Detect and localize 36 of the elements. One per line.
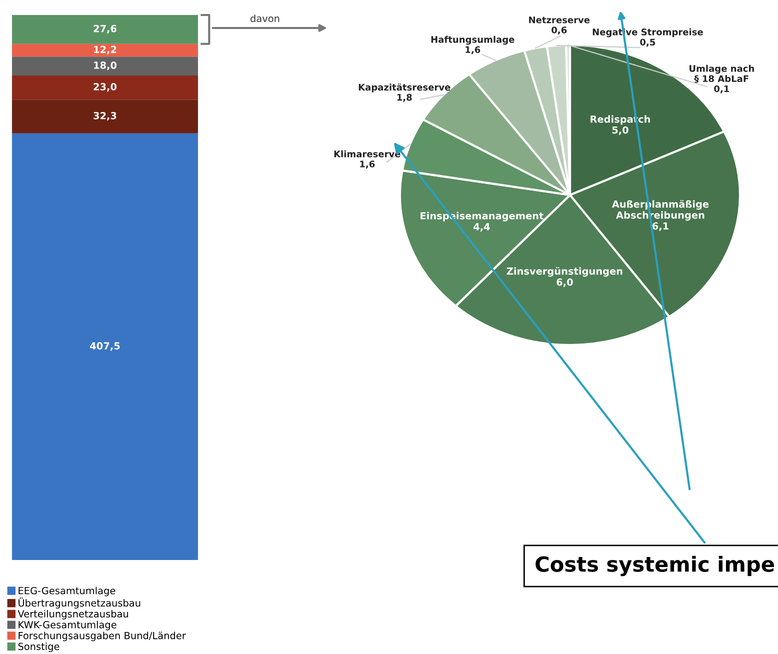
bar	[12, 15, 198, 44]
legend-label: Übertragungsnetzausbau	[18, 598, 140, 609]
data-label: 32,3	[94, 112, 116, 121]
data-label: 0,1	[714, 85, 730, 94]
data-label: 407,5	[90, 342, 120, 351]
data-label: 0,5	[640, 38, 656, 47]
data-label: 0,6	[552, 26, 567, 35]
slice-label: Haftungsumlage	[431, 36, 514, 45]
slice-label: Klimareserve	[334, 150, 400, 158]
text: Costs systemic impe	[536, 556, 774, 576]
slice-label: Netzreserve	[529, 16, 590, 24]
data-label: 1,6	[466, 46, 480, 54]
data-label: 4,4	[474, 223, 490, 232]
legend-label: Sonstige	[18, 642, 60, 652]
data-label: 1,6	[360, 160, 375, 169]
legend-label: KWK-Gesamtumlage	[18, 620, 116, 630]
data-label: 5,0	[612, 126, 628, 135]
legend-label: Forschungsausgaben Bund/Länder	[18, 632, 186, 642]
data-label: 12,2	[94, 46, 116, 54]
legend-label: Verteilungsnetzausbau	[18, 610, 128, 620]
bar	[12, 100, 198, 134]
bar	[12, 56, 198, 76]
data-label: 6,1	[652, 222, 668, 231]
data-label: 6,0	[556, 278, 573, 287]
data-label: 23,0	[94, 83, 117, 92]
data-label: 18,0	[94, 62, 117, 70]
bar	[12, 133, 198, 560]
legend-label: EEG-Gesamtumlage	[18, 586, 116, 596]
bar	[12, 44, 198, 57]
slice-label: Kapazitätsreserve	[358, 84, 450, 92]
data-label: 27,6	[94, 24, 116, 34]
data-label: 1,8	[397, 94, 412, 102]
slice-label: Umlage nach § 18 AbLaF	[690, 64, 754, 83]
text: davon	[250, 14, 280, 22]
slice-label: Zinsvergünstigungen	[506, 267, 622, 277]
bar	[12, 76, 198, 100]
